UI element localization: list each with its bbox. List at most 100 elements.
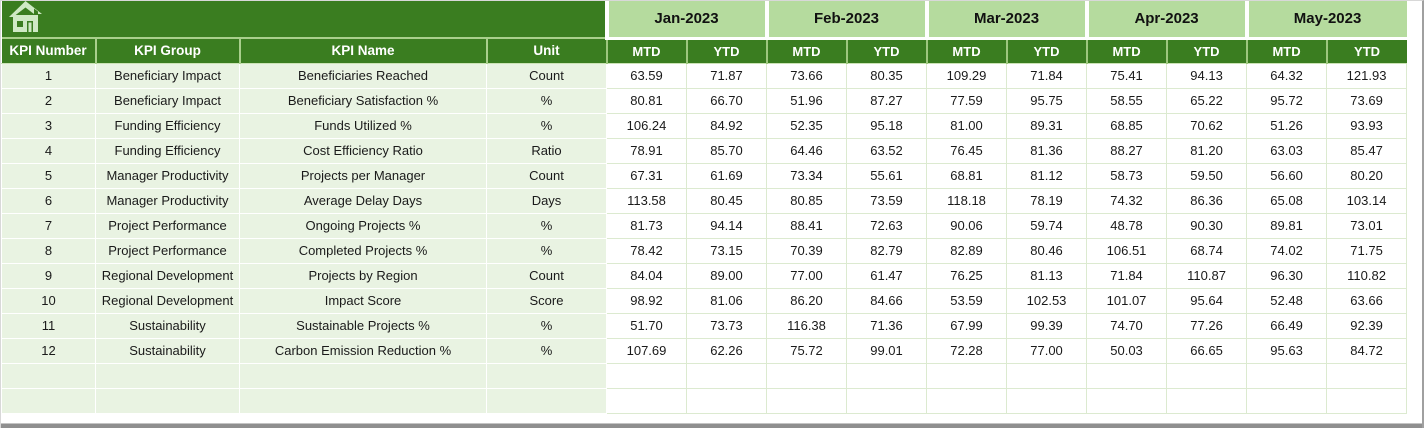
cell-value[interactable]: 85.47 xyxy=(1326,137,1408,164)
cell-value[interactable]: 84.66 xyxy=(845,287,928,314)
cell-value[interactable]: 95.64 xyxy=(1166,287,1248,314)
cell-value[interactable]: 50.03 xyxy=(1086,337,1168,364)
empty-cell[interactable] xyxy=(486,387,607,414)
cell-value[interactable]: 94.14 xyxy=(686,212,767,239)
cell-kpi-group[interactable]: Beneficiary Impact xyxy=(95,62,240,89)
cell-value[interactable]: 64.46 xyxy=(766,137,847,164)
cell-value[interactable]: 72.63 xyxy=(845,212,928,239)
cell-value[interactable]: 81.00 xyxy=(926,112,1008,139)
empty-cell[interactable] xyxy=(1006,387,1088,414)
cell-value[interactable]: 84.92 xyxy=(686,112,767,139)
cell-value[interactable]: 70.62 xyxy=(1166,112,1248,139)
cell-value[interactable]: 77.00 xyxy=(1006,337,1088,364)
cell-value[interactable]: 92.39 xyxy=(1326,312,1408,339)
cell-value[interactable]: 71.75 xyxy=(1326,237,1408,264)
cell-value[interactable]: 110.82 xyxy=(1326,262,1408,289)
empty-cell[interactable] xyxy=(686,387,767,414)
cell-kpi-group[interactable]: Regional Development xyxy=(95,287,240,314)
cell-value[interactable]: 64.32 xyxy=(1246,62,1328,89)
cell-value[interactable]: 81.20 xyxy=(1166,137,1248,164)
cell-value[interactable]: 74.02 xyxy=(1246,237,1328,264)
cell-value[interactable]: 101.07 xyxy=(1086,287,1168,314)
cell-value[interactable]: 87.27 xyxy=(845,87,928,114)
cell-value[interactable]: 78.42 xyxy=(606,237,687,264)
empty-cell[interactable] xyxy=(1326,387,1408,414)
cell-value[interactable]: 77.00 xyxy=(766,262,847,289)
cell-value[interactable]: 68.74 xyxy=(1166,237,1248,264)
cell-value[interactable]: 59.50 xyxy=(1166,162,1248,189)
cell-kpi-name[interactable]: Beneficiary Satisfaction % xyxy=(239,87,487,114)
cell-kpi-name[interactable]: Beneficiaries Reached xyxy=(239,62,487,89)
cell-unit[interactable]: % xyxy=(486,337,607,364)
cell-value[interactable]: 85.70 xyxy=(686,137,767,164)
cell-value[interactable]: 73.34 xyxy=(766,162,847,189)
column-header-cell[interactable]: KPI Name xyxy=(238,38,487,64)
subheader-cell[interactable]: YTD xyxy=(1165,38,1247,64)
empty-cell[interactable] xyxy=(1086,387,1168,414)
cell-value[interactable]: 95.75 xyxy=(1006,87,1088,114)
empty-cell[interactable] xyxy=(926,362,1008,389)
empty-cell[interactable] xyxy=(766,362,847,389)
cell-value[interactable]: 70.39 xyxy=(766,237,847,264)
cell-value[interactable]: 58.55 xyxy=(1086,87,1168,114)
cell-unit[interactable]: Days xyxy=(486,187,607,214)
cell-value[interactable]: 52.48 xyxy=(1246,287,1328,314)
subheader-cell[interactable]: YTD xyxy=(1005,38,1087,64)
month-header-cell[interactable]: Jan-2023 xyxy=(604,1,767,40)
empty-cell[interactable] xyxy=(845,362,928,389)
cell-kpi-name[interactable]: Funds Utilized % xyxy=(239,112,487,139)
cell-value[interactable]: 89.31 xyxy=(1006,112,1088,139)
cell-value[interactable]: 73.59 xyxy=(845,187,928,214)
cell-value[interactable]: 73.69 xyxy=(1326,87,1408,114)
cell-value[interactable]: 56.60 xyxy=(1246,162,1328,189)
cell-value[interactable]: 61.69 xyxy=(686,162,767,189)
cell-value[interactable]: 121.93 xyxy=(1326,62,1408,89)
cell-value[interactable]: 51.26 xyxy=(1246,112,1328,139)
cell-value[interactable]: 118.18 xyxy=(926,187,1008,214)
cell-kpi-number[interactable]: 4 xyxy=(1,137,96,164)
cell-value[interactable]: 99.01 xyxy=(845,337,928,364)
cell-value[interactable]: 102.53 xyxy=(1006,287,1088,314)
empty-cell[interactable] xyxy=(95,362,240,389)
cell-value[interactable]: 103.14 xyxy=(1326,187,1408,214)
cell-value[interactable]: 80.46 xyxy=(1006,237,1088,264)
cell-value[interactable]: 81.73 xyxy=(606,212,687,239)
cell-value[interactable]: 55.61 xyxy=(845,162,928,189)
cell-value[interactable]: 73.15 xyxy=(686,237,767,264)
cell-value[interactable]: 61.47 xyxy=(845,262,928,289)
cell-value[interactable]: 66.49 xyxy=(1246,312,1328,339)
cell-value[interactable]: 67.99 xyxy=(926,312,1008,339)
cell-kpi-number[interactable]: 7 xyxy=(1,212,96,239)
empty-cell[interactable] xyxy=(766,387,847,414)
cell-value[interactable]: 86.20 xyxy=(766,287,847,314)
subheader-cell[interactable]: MTD xyxy=(925,38,1007,64)
cell-value[interactable]: 84.04 xyxy=(606,262,687,289)
cell-value[interactable]: 95.63 xyxy=(1246,337,1328,364)
cell-value[interactable]: 53.59 xyxy=(926,287,1008,314)
cell-kpi-number[interactable]: 5 xyxy=(1,162,96,189)
cell-value[interactable]: 106.51 xyxy=(1086,237,1168,264)
column-header-cell[interactable]: KPI Group xyxy=(94,38,240,64)
cell-value[interactable]: 65.08 xyxy=(1246,187,1328,214)
cell-kpi-number[interactable]: 11 xyxy=(1,312,96,339)
cell-value[interactable]: 81.06 xyxy=(686,287,767,314)
cell-kpi-name[interactable]: Impact Score xyxy=(239,287,487,314)
month-header-cell[interactable]: May-2023 xyxy=(1244,1,1407,40)
cell-kpi-group[interactable]: Regional Development xyxy=(95,262,240,289)
cell-value[interactable]: 80.81 xyxy=(606,87,687,114)
subheader-cell[interactable]: MTD xyxy=(1085,38,1167,64)
month-header-cell[interactable]: Apr-2023 xyxy=(1084,1,1247,40)
cell-kpi-number[interactable]: 3 xyxy=(1,112,96,139)
cell-value[interactable]: 68.81 xyxy=(926,162,1008,189)
cell-value[interactable]: 80.85 xyxy=(766,187,847,214)
empty-cell[interactable] xyxy=(239,362,487,389)
cell-kpi-number[interactable]: 10 xyxy=(1,287,96,314)
cell-value[interactable]: 98.92 xyxy=(606,287,687,314)
cell-value[interactable]: 81.12 xyxy=(1006,162,1088,189)
cell-value[interactable]: 62.26 xyxy=(686,337,767,364)
empty-cell[interactable] xyxy=(606,362,687,389)
cell-kpi-name[interactable]: Projects per Manager xyxy=(239,162,487,189)
cell-value[interactable]: 78.91 xyxy=(606,137,687,164)
cell-kpi-group[interactable]: Project Performance xyxy=(95,212,240,239)
cell-kpi-group[interactable]: Beneficiary Impact xyxy=(95,87,240,114)
